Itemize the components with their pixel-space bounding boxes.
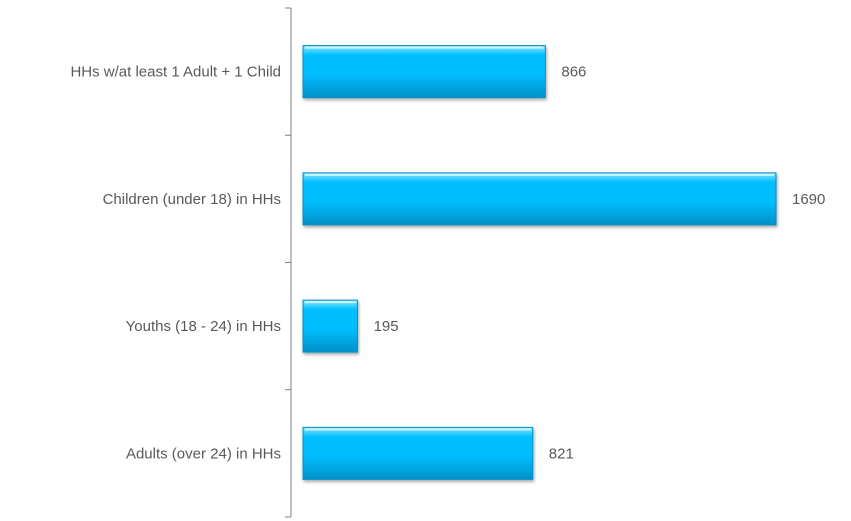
data-label: 1690 <box>792 191 825 208</box>
data-labels: 866 1690 195 821 <box>374 64 826 463</box>
bar <box>302 426 534 480</box>
data-label: 866 <box>561 64 586 81</box>
y-axis <box>285 7 292 518</box>
data-label: 195 <box>374 318 399 335</box>
data-label: 821 <box>549 445 574 462</box>
bar <box>302 45 546 99</box>
category-label: Youths (18 - 24) in HHs <box>126 318 281 335</box>
bar <box>302 299 359 353</box>
bar <box>302 172 777 226</box>
category-label: Children (under 18) in HHs <box>103 191 281 208</box>
bars <box>302 45 777 480</box>
category-label: Adults (over 24) in HHs <box>126 445 281 462</box>
category-labels: HHs w/at least 1 Adult + 1 Child Children… <box>70 64 281 463</box>
category-label: HHs w/at least 1 Adult + 1 Child <box>70 64 281 81</box>
